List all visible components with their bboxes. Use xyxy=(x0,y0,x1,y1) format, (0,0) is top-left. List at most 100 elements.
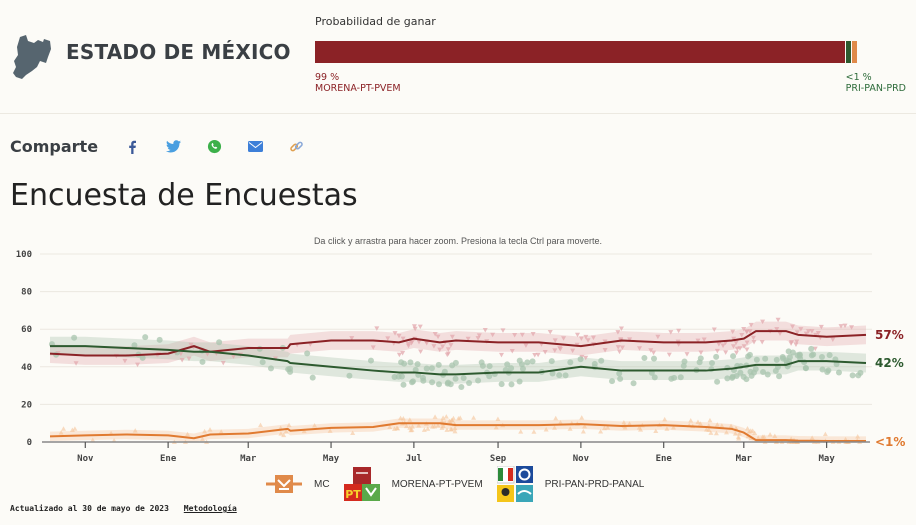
poll-point xyxy=(387,424,393,430)
poll-point xyxy=(350,430,356,435)
poll-point xyxy=(471,415,477,420)
poll-point xyxy=(374,326,380,331)
poll-point xyxy=(598,357,605,364)
poll-point xyxy=(561,336,567,341)
trailer-name: PRI-PAN-PRD xyxy=(845,83,906,94)
poll-point xyxy=(524,359,531,366)
poll-point xyxy=(122,358,128,364)
facebook-icon[interactable] xyxy=(124,139,140,155)
poll-point xyxy=(741,326,747,332)
poll-point xyxy=(855,433,861,439)
chart-hint: Da click y arrastra para hacer zoom. Pre… xyxy=(313,236,603,246)
trend-lines xyxy=(49,330,867,443)
poll-point xyxy=(653,428,659,434)
poll-point xyxy=(774,327,780,332)
poll-point xyxy=(466,380,473,387)
poll-point xyxy=(728,423,734,429)
link-icon[interactable] xyxy=(288,139,304,155)
poll-point xyxy=(616,370,623,377)
poll-point xyxy=(452,375,459,382)
poll-point xyxy=(688,417,694,423)
poll-point xyxy=(519,332,525,338)
whatsapp-icon[interactable] xyxy=(206,139,222,155)
probability-leader: 99 % MORENA-PT-PVEM xyxy=(315,72,401,94)
poll-point xyxy=(745,425,751,431)
poll-point xyxy=(713,353,720,360)
poll-point xyxy=(435,334,441,340)
x-tick-label: Nov xyxy=(573,454,590,464)
y-tick-label: 80 xyxy=(21,288,32,298)
trend-line-2 xyxy=(49,422,866,443)
poll-point xyxy=(810,351,817,358)
email-icon[interactable] xyxy=(247,139,263,155)
poll-point xyxy=(370,345,376,350)
poll-point xyxy=(627,337,633,342)
pri-pan-prd-panal-logo-icon xyxy=(496,466,533,502)
poll-point xyxy=(392,331,398,336)
poll-point xyxy=(698,350,704,355)
poll-point xyxy=(740,373,747,380)
poll-point xyxy=(808,345,815,352)
poll-point xyxy=(789,349,796,356)
poll-point xyxy=(385,336,391,341)
poll-point xyxy=(475,336,481,341)
poll-point xyxy=(220,360,226,366)
poll-point xyxy=(409,379,416,386)
poll-point xyxy=(796,352,803,359)
poll-point xyxy=(818,324,824,330)
poll-point xyxy=(736,430,742,436)
poll-point xyxy=(535,352,541,358)
poll-point xyxy=(465,336,471,342)
poll-point xyxy=(286,422,292,428)
confidence-band xyxy=(50,418,866,442)
poll-point xyxy=(437,347,443,353)
poll-point xyxy=(681,358,688,365)
poll-point xyxy=(457,415,463,420)
poll-point xyxy=(748,322,754,328)
poll-point xyxy=(697,355,704,362)
legend-item-pri-pan[interactable]: PRI-PAN-PRD-PANAL xyxy=(496,466,644,502)
legend-item-mc[interactable]: MC xyxy=(266,473,330,495)
poll-point xyxy=(142,334,149,341)
poll-point xyxy=(731,336,737,342)
poll-point xyxy=(605,425,611,430)
poll-point xyxy=(440,344,446,350)
poll-point xyxy=(637,346,643,351)
methodology-link[interactable]: Metodología xyxy=(183,504,237,513)
page-title: Encuesta de Encuestas xyxy=(10,178,358,213)
poll-point xyxy=(548,358,555,365)
poll-point xyxy=(729,373,736,380)
poll-point xyxy=(71,334,78,341)
poll-point xyxy=(188,342,194,348)
poll-point xyxy=(615,330,621,335)
poll-point xyxy=(775,317,781,323)
y-tick-label: 0 xyxy=(27,438,32,448)
poll-point xyxy=(670,424,676,430)
confidence-band xyxy=(50,321,866,365)
poll-chart[interactable]: 0 20 40 60 80 100 Nov Ene Mar May Jul Sep Nov Ene Mar M… xyxy=(0,245,916,467)
poll-point xyxy=(695,419,701,425)
poll-point xyxy=(542,350,548,355)
poll-point xyxy=(750,335,756,341)
poll-point xyxy=(723,429,729,435)
poll-point xyxy=(849,325,855,330)
y-tick-label: 40 xyxy=(21,363,32,373)
poll-point xyxy=(655,334,661,340)
poll-point xyxy=(447,381,454,388)
poll-point xyxy=(400,336,406,342)
poll-point xyxy=(714,422,720,427)
poll-point xyxy=(805,329,811,334)
mc-logo-icon xyxy=(266,475,302,493)
twitter-icon[interactable] xyxy=(165,139,181,155)
poll-point xyxy=(697,421,703,426)
poll-point xyxy=(202,428,208,434)
poll-point xyxy=(703,427,709,432)
poll-point xyxy=(418,349,424,354)
poll-point xyxy=(676,328,682,334)
poll-point xyxy=(439,425,445,430)
poll-point xyxy=(618,326,624,332)
legend-item-morena[interactable]: PT MORENA-PT-PVEM xyxy=(343,467,483,501)
poll-point xyxy=(819,366,826,373)
poll-point xyxy=(723,350,729,355)
mexico-state-map-icon xyxy=(13,35,51,79)
